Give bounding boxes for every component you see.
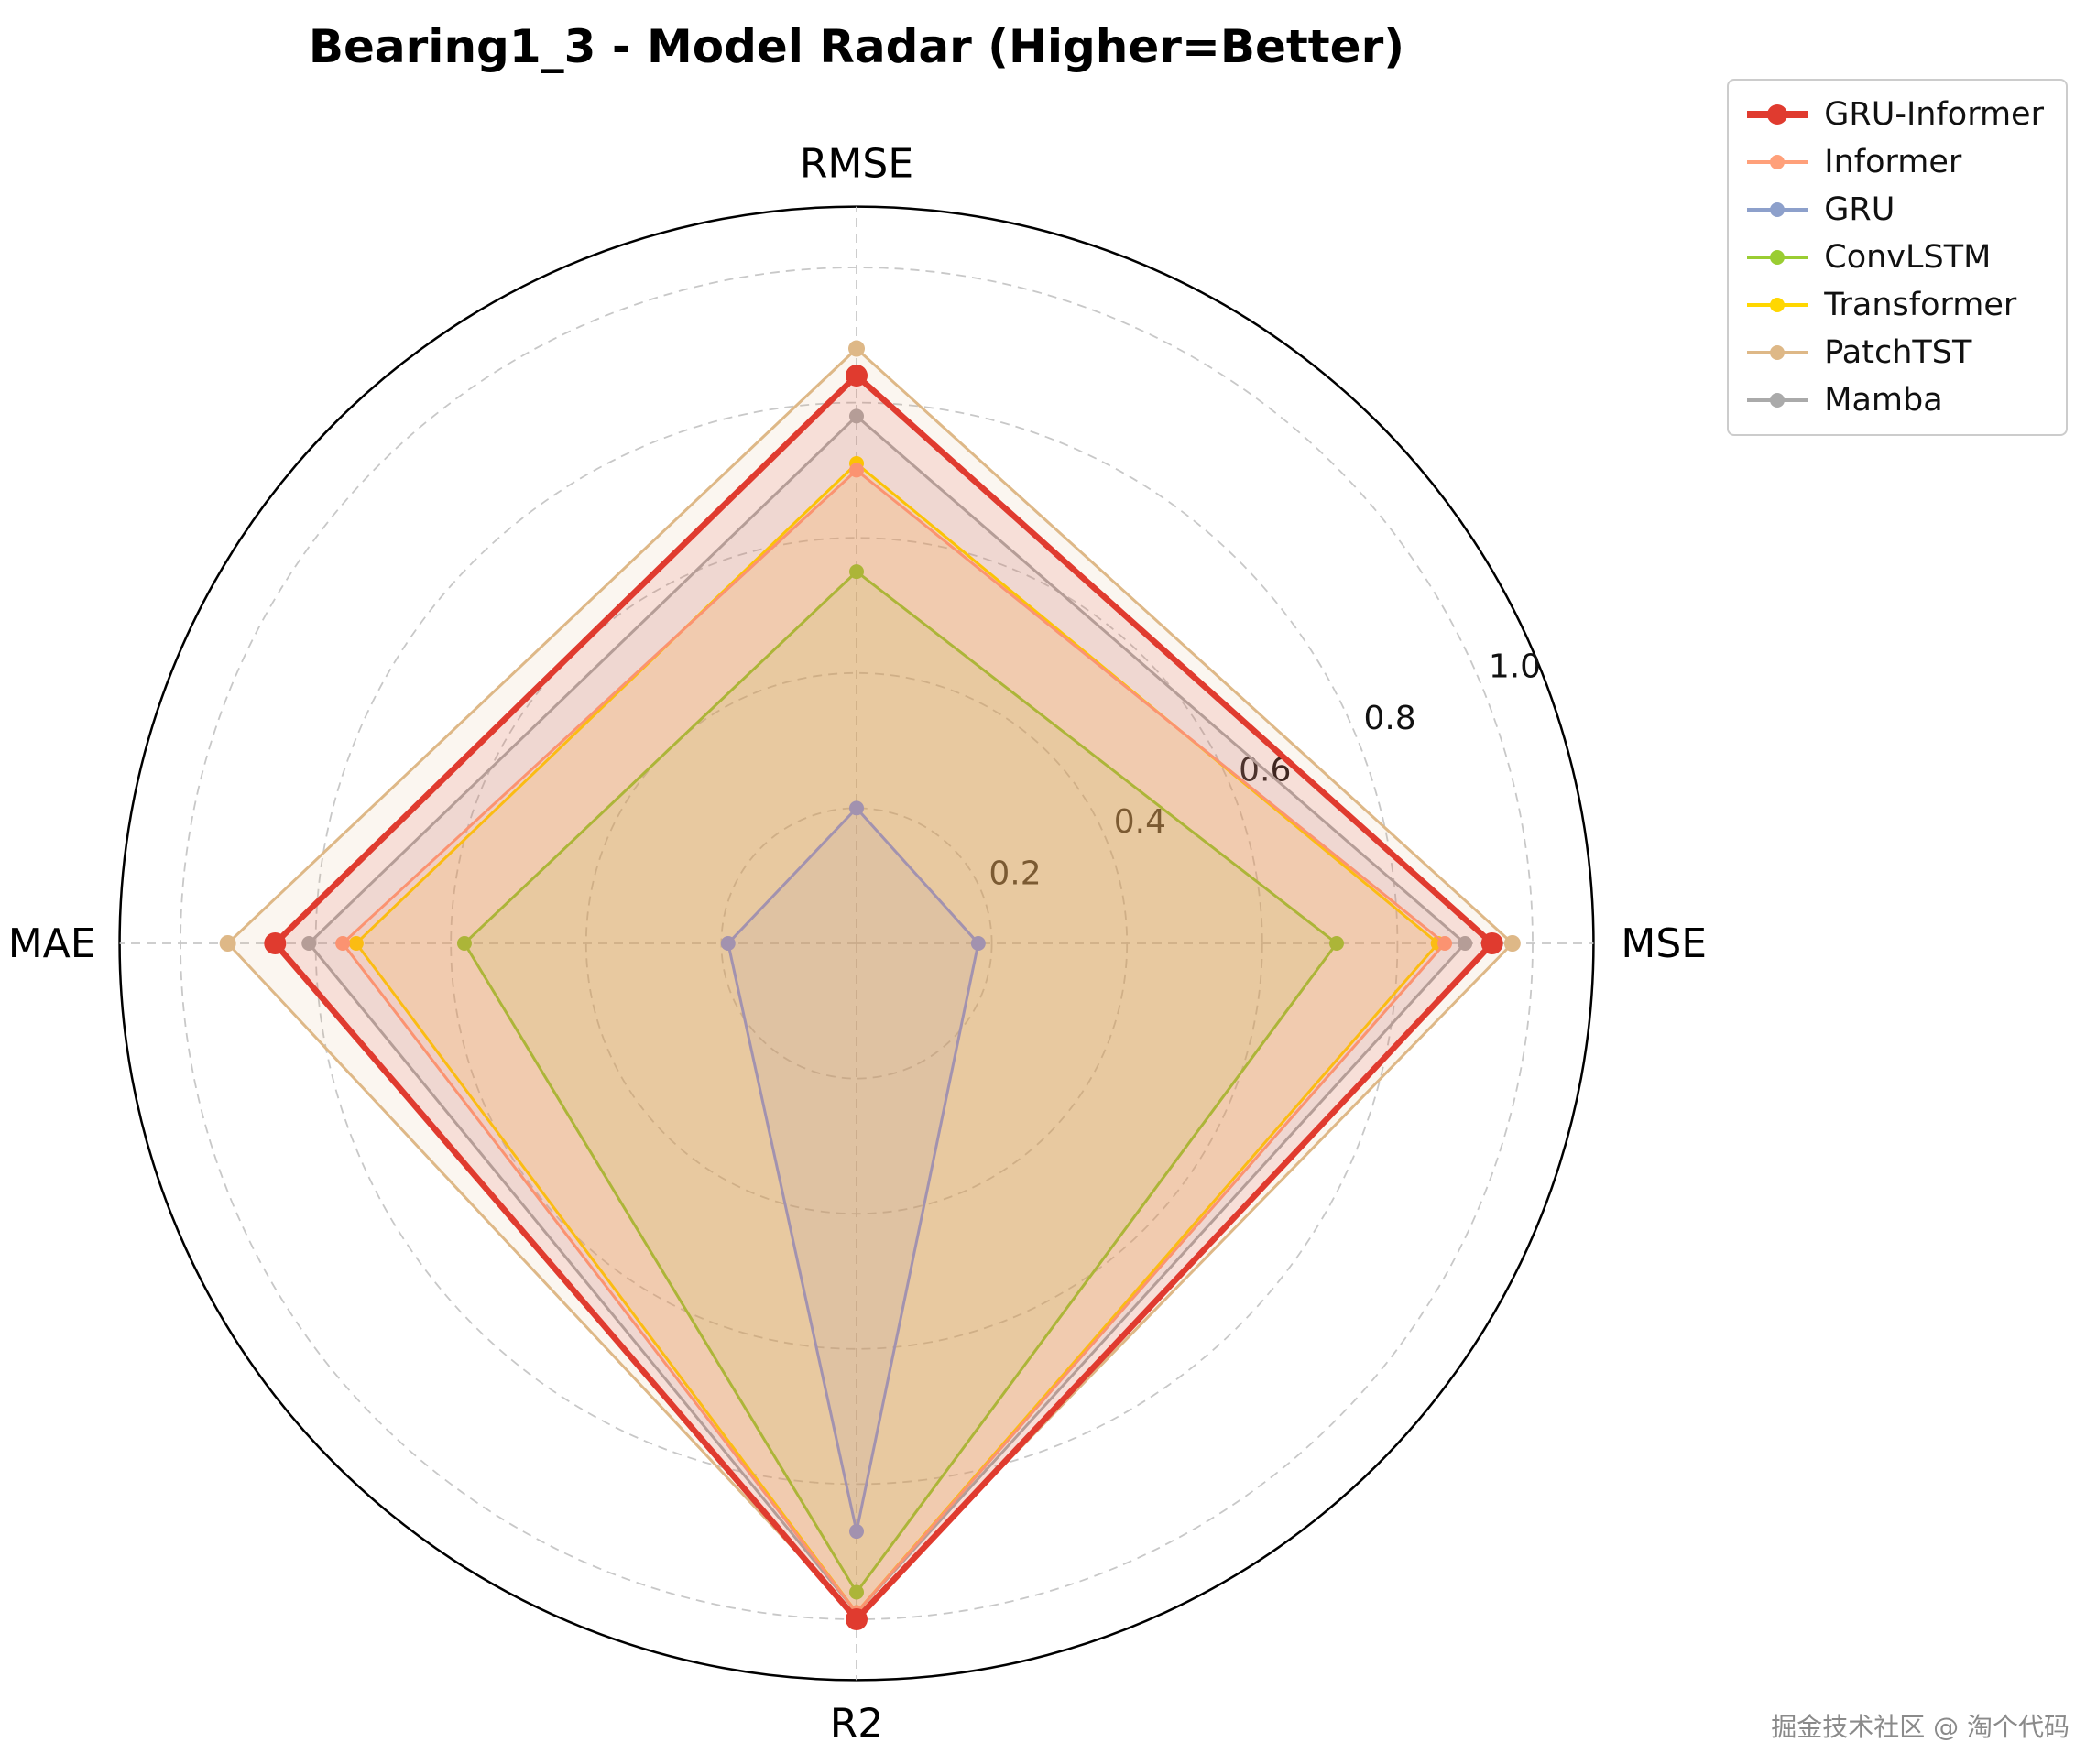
legend-label: Informer — [1824, 144, 1962, 180]
legend-item-transformer: Transformer — [1743, 284, 2044, 326]
series-marker — [1480, 932, 1503, 954]
legend: GRU-Informer Informer GRU ConvLSTM Transform… — [1727, 79, 2068, 436]
r-tick-label: 0.2 — [988, 855, 1041, 893]
legend-line-marker-icon — [1747, 393, 1808, 408]
series-marker — [849, 564, 864, 580]
series-marker — [849, 463, 864, 478]
series-marker — [846, 1608, 868, 1630]
r-tick-labels: 0.20.40.60.81.0 — [988, 648, 1541, 893]
legend-item-mamba: Mamba — [1743, 379, 2044, 421]
axis-label-mae: MAE — [8, 920, 96, 967]
series-marker — [848, 340, 865, 357]
series-marker — [846, 365, 868, 387]
axis-label-r2: R2 — [830, 1700, 884, 1747]
series-marker — [264, 932, 287, 954]
legend-label: GRU — [1824, 191, 1895, 228]
series-marker — [1458, 936, 1473, 951]
series-group — [219, 340, 1521, 1630]
legend-item-patchtst: PatchTST — [1743, 332, 2044, 374]
r-tick-label: 0.4 — [1114, 803, 1166, 841]
legend-line-marker-icon — [1747, 345, 1808, 360]
series-marker — [849, 1524, 864, 1540]
series-marker — [348, 936, 364, 951]
legend-label: ConvLSTM — [1824, 239, 1992, 276]
legend-label: PatchTST — [1824, 334, 1972, 371]
series-convlstm — [456, 564, 1344, 1600]
series-marker — [970, 936, 986, 951]
legend-item-gru-informer: GRU-Informer — [1743, 93, 2044, 136]
legend-item-gru: GRU — [1743, 189, 2044, 231]
series-marker — [335, 936, 351, 951]
legend-label: Mamba — [1824, 382, 1943, 419]
legend-label: Transformer — [1824, 287, 2017, 323]
legend-line-marker-icon — [1747, 104, 1808, 125]
legend-line-marker-icon — [1747, 202, 1808, 217]
series-polygon — [272, 372, 1495, 1623]
series-gru-informer — [264, 365, 1503, 1630]
axis-label-mse: MSE — [1621, 920, 1707, 967]
series-marker — [849, 408, 864, 424]
legend-line-marker-icon — [1747, 155, 1808, 169]
series-gru — [720, 800, 986, 1540]
series-marker — [849, 800, 864, 816]
series-marker — [1503, 935, 1521, 952]
legend-line-marker-icon — [1747, 250, 1808, 265]
legend-label: GRU-Informer — [1824, 96, 2044, 133]
legend-item-informer: Informer — [1743, 141, 2044, 183]
series-marker — [849, 1584, 864, 1600]
series-marker — [1328, 936, 1344, 951]
series-marker — [219, 935, 236, 952]
series-marker — [1437, 936, 1453, 951]
watermark: 掘金技术社区 @ 淘个代码 — [1771, 1712, 2070, 1742]
series-marker — [720, 936, 736, 951]
r-tick-label: 0.8 — [1363, 700, 1415, 737]
category-labels: RMSE MSE R2 MAE — [8, 141, 1707, 1748]
series-marker — [456, 936, 472, 951]
legend-item-convlstm: ConvLSTM — [1743, 236, 2044, 278]
chart-title: Bearing1_3 - Model Radar (Higher=Better) — [308, 20, 1405, 73]
axis-label-rmse: RMSE — [800, 141, 913, 188]
series-marker — [301, 936, 317, 951]
r-tick-label: 1.0 — [1489, 648, 1541, 686]
legend-line-marker-icon — [1747, 298, 1808, 312]
